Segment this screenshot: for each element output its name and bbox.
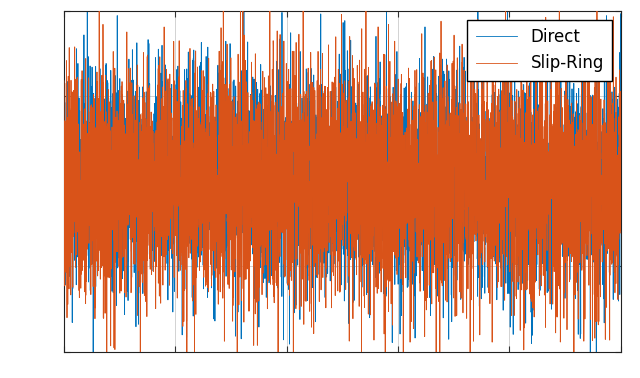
Slip-Ring (422, 189, 430, 193)
Direct (394, 282, 402, 287)
Slip-Ring (476, 165, 483, 170)
Legend: Direct, Slip-Ring: Direct, Slip-Ring (467, 20, 612, 81)
Direct (60, 152, 68, 157)
Slip-Ring (617, 228, 625, 233)
Direct (90, 354, 97, 358)
Slip-Ring (518, 213, 526, 218)
Slip-Ring (161, 268, 169, 273)
Slip-Ring (273, 177, 281, 181)
Direct (518, 95, 526, 100)
Direct (476, 288, 483, 293)
Line: Slip-Ring: Slip-Ring (64, 0, 621, 378)
Direct (617, 225, 625, 229)
Direct (273, 59, 281, 64)
Direct (422, 122, 430, 127)
Direct (161, 63, 169, 67)
Slip-Ring (60, 79, 68, 83)
Line: Direct: Direct (64, 0, 621, 356)
Slip-Ring (394, 169, 402, 174)
